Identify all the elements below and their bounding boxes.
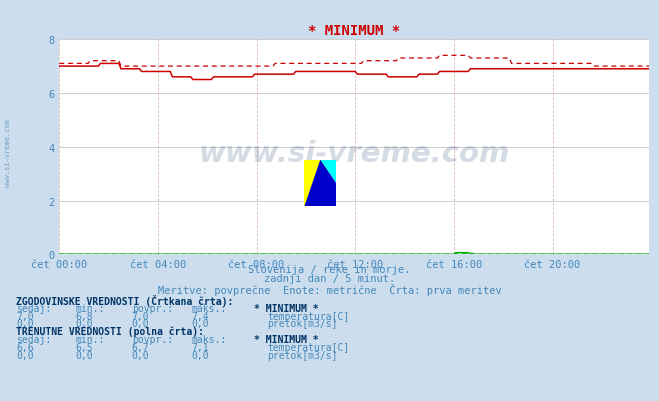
Text: 7,1: 7,1 — [191, 342, 209, 352]
Text: 0,0: 0,0 — [76, 350, 94, 360]
Text: Slovenija / reke in morje.: Slovenija / reke in morje. — [248, 264, 411, 274]
Text: 6,5: 6,5 — [76, 342, 94, 352]
Text: maks.:: maks.: — [191, 334, 226, 344]
Text: TRENUTNE VREDNOSTI (polna črta):: TRENUTNE VREDNOSTI (polna črta): — [16, 326, 204, 336]
Text: 0,0: 0,0 — [76, 318, 94, 328]
Polygon shape — [304, 160, 336, 207]
Text: 0,0: 0,0 — [16, 318, 34, 328]
Text: temperatura[C]: temperatura[C] — [268, 342, 350, 352]
Text: 7,0: 7,0 — [16, 311, 34, 321]
Text: sedaj:: sedaj: — [16, 303, 51, 313]
Text: pretok[m3/s]: pretok[m3/s] — [268, 318, 338, 328]
Text: www.si-vreme.com: www.si-vreme.com — [5, 118, 11, 186]
Polygon shape — [320, 160, 336, 184]
Text: 0,0: 0,0 — [132, 318, 150, 328]
Text: 0,0: 0,0 — [191, 350, 209, 360]
Text: pretok[m3/s]: pretok[m3/s] — [268, 350, 338, 360]
Text: * MINIMUM *: * MINIMUM * — [254, 303, 318, 313]
Title: * MINIMUM *: * MINIMUM * — [308, 24, 400, 38]
Text: www.si-vreme.com: www.si-vreme.com — [198, 140, 510, 168]
Text: maks.:: maks.: — [191, 303, 226, 313]
Text: 0,0: 0,0 — [191, 318, 209, 328]
Text: min.:: min.: — [76, 334, 105, 344]
Text: 0,0: 0,0 — [16, 350, 34, 360]
Text: 7,0: 7,0 — [132, 311, 150, 321]
Text: 7,4: 7,4 — [191, 311, 209, 321]
Text: povpr.:: povpr.: — [132, 334, 173, 344]
Text: 6,7: 6,7 — [132, 342, 150, 352]
Text: temperatura[C]: temperatura[C] — [268, 311, 350, 321]
Text: zadnji dan / 5 minut.: zadnji dan / 5 minut. — [264, 273, 395, 284]
Text: sedaj:: sedaj: — [16, 334, 51, 344]
Text: 0,0: 0,0 — [132, 350, 150, 360]
Text: min.:: min.: — [76, 303, 105, 313]
Text: ZGODOVINSKE VREDNOSTI (Črtkana črta):: ZGODOVINSKE VREDNOSTI (Črtkana črta): — [16, 295, 234, 307]
Text: * MINIMUM *: * MINIMUM * — [254, 334, 318, 344]
Text: povpr.:: povpr.: — [132, 303, 173, 313]
Text: Meritve: povprečne  Enote: metrične  Črta: prva meritev: Meritve: povprečne Enote: metrične Črta:… — [158, 283, 501, 295]
Text: 6,8: 6,8 — [76, 311, 94, 321]
Text: 6,6: 6,6 — [16, 342, 34, 352]
Polygon shape — [304, 160, 336, 207]
